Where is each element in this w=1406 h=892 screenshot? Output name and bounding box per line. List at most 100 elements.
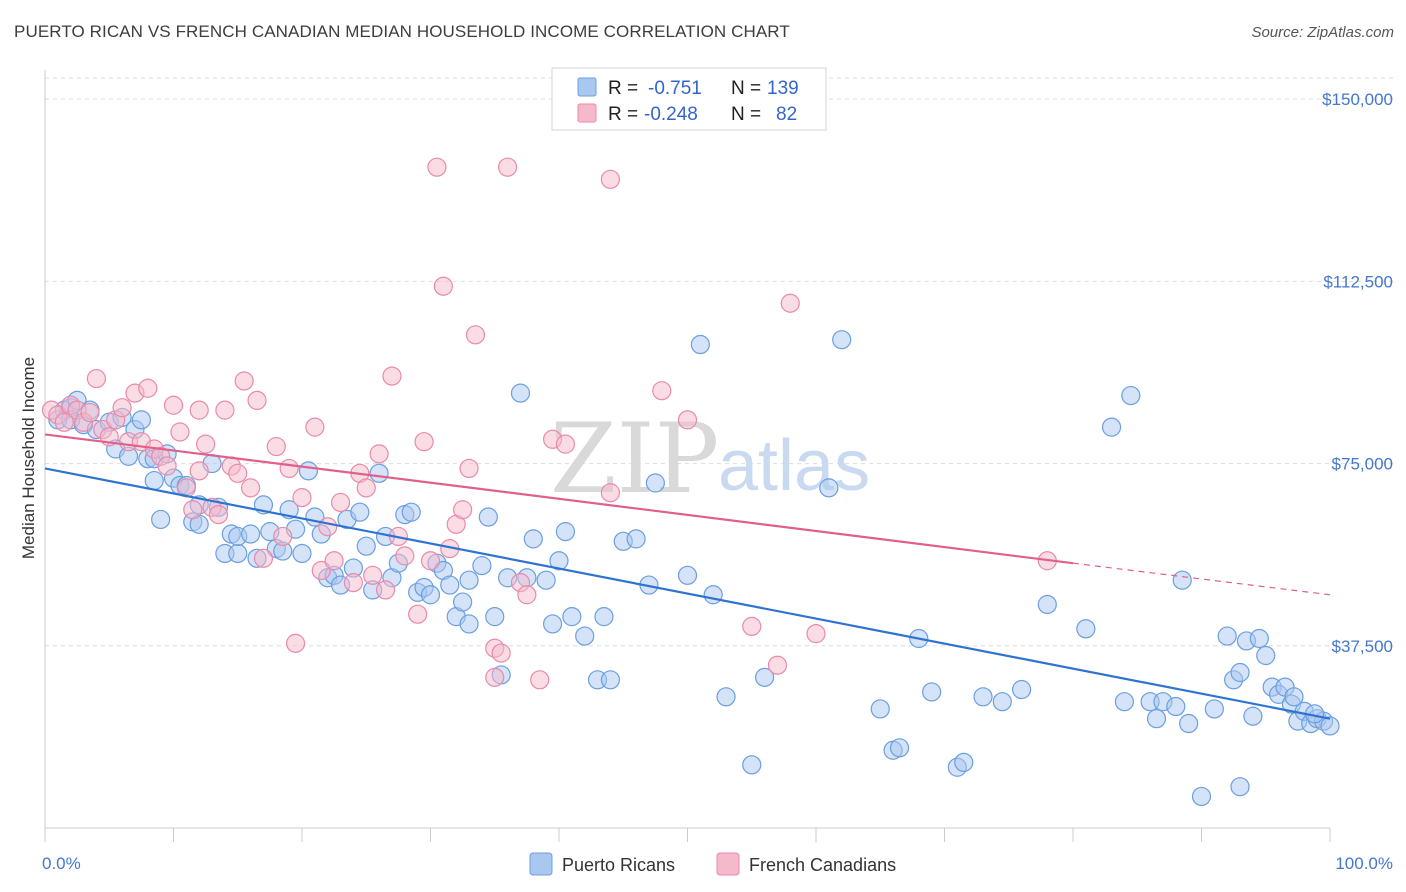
french-canadians-point-63	[465, 325, 486, 345]
puerto-ricans-point-16	[144, 470, 164, 491]
series-puerto-ricans-points	[48, 330, 1340, 807]
puerto-ricans-point-112	[1146, 709, 1167, 729]
french-canadians-point-36	[273, 526, 293, 547]
legend-r-label-2: R =	[608, 104, 638, 125]
puerto-ricans-point-85	[626, 529, 646, 549]
french-canadians-point-25	[196, 434, 216, 454]
puerto-ricans-point-13	[131, 410, 151, 430]
legend-label-french-canadians: French Canadians	[749, 855, 896, 875]
legend-n-value-1: 139	[767, 78, 799, 99]
puerto-ricans-point-121	[1230, 662, 1250, 683]
puerto-ricans-point-123	[1230, 777, 1250, 797]
puerto-ricans-point-56	[401, 502, 421, 522]
puerto-ricans-point-48	[350, 502, 370, 522]
legend-swatch-pink	[577, 103, 597, 123]
y-tick-label-2: $112,500	[1323, 272, 1393, 291]
french-canadians-point-47	[356, 478, 376, 498]
puerto-ricans-point-39	[292, 543, 312, 564]
puerto-ricans-point-119	[1217, 626, 1237, 646]
french-canadians-point-24	[189, 400, 209, 420]
legend-swatch-blue	[577, 77, 597, 97]
y-tick-label-1: $75,000	[1332, 455, 1393, 474]
x-tick-label-1: 100.0%	[1335, 854, 1393, 873]
french-canadians-point-44	[330, 492, 351, 513]
french-canadians-point-34	[253, 548, 274, 568]
french-canadians-point-55	[414, 432, 434, 452]
french-canadians-point-41	[311, 560, 331, 581]
puerto-ricans-point-80	[575, 626, 595, 646]
puerto-ricans-point-51	[369, 463, 389, 483]
puerto-ricans-point-104	[992, 692, 1012, 712]
french-canadians-point-49	[369, 444, 389, 464]
french-canadians-point-27	[208, 504, 229, 525]
puerto-ricans-point-29	[228, 543, 248, 564]
french-canadians-point-79	[780, 293, 800, 313]
legend-label-puerto-ricans: Puerto Ricans	[562, 855, 675, 875]
puerto-ricans-point-78	[555, 522, 576, 542]
french-canadians-point-75	[652, 381, 672, 401]
puerto-ricans-point-126	[1256, 645, 1276, 666]
puerto-ricans-point-88	[677, 565, 698, 585]
puerto-ricans-point-100	[922, 682, 942, 702]
puerto-ricans-point-95	[832, 330, 852, 350]
puerto-ricans-point-75	[536, 570, 556, 590]
french-canadians-point-43	[324, 551, 344, 571]
trend-lines	[44, 433, 1331, 720]
legend-r-value-1: -0.751	[648, 78, 702, 99]
legend-box	[551, 67, 827, 131]
puerto-ricans-point-136	[1320, 716, 1340, 736]
puerto-ricans-point-106	[1037, 594, 1057, 615]
french-canadians-point-62	[459, 458, 479, 479]
puerto-ricans-point-103	[973, 687, 993, 707]
puerto-ricans-point-40	[298, 461, 319, 481]
source-label: Source: ZipAtlas.com	[1251, 24, 1394, 41]
french-canadians-point-22	[183, 500, 203, 520]
watermark: ZIP atlas	[550, 403, 870, 515]
french-canadians-point-20	[170, 422, 190, 442]
puerto-ricans-point-68	[478, 507, 498, 527]
french-canadians-point-67	[498, 157, 518, 177]
french-canadians-point-7	[86, 368, 107, 389]
french-canadians-point-76	[677, 410, 698, 430]
french-canadians-point-58	[433, 276, 453, 296]
legend-r-label-1: R =	[608, 78, 638, 99]
french-canadians-point-35	[266, 436, 286, 457]
y-tick-label-0: $37,500	[1332, 637, 1393, 656]
french-canadians-point-51	[382, 366, 402, 386]
french-canadians-point-6	[80, 402, 100, 423]
puerto-ricans-point-93	[754, 667, 775, 687]
puerto-ricans-point-116	[1179, 713, 1199, 734]
french-canadians-point-69	[517, 585, 537, 605]
french-canadians-point-72	[555, 434, 576, 454]
puerto-ricans-point-67	[472, 556, 492, 576]
french-canadians-point-61	[453, 500, 473, 520]
french-canadians-point-38	[285, 633, 306, 653]
french-canadians-point-74	[600, 169, 621, 189]
x-tick-label-0: 0.0%	[42, 854, 81, 873]
french-canadians-point-56	[420, 551, 441, 571]
french-canadians-point-78	[767, 655, 788, 675]
puerto-ricans-point-96	[870, 699, 890, 719]
puerto-ricans-point-107	[1076, 619, 1096, 639]
axes	[44, 70, 1331, 842]
puerto-ricans-point-79	[562, 607, 582, 627]
french-canadians-trend-line	[44, 433, 1074, 565]
puerto-ricans-point-105	[1011, 679, 1032, 700]
legend-n-label-2: N =	[731, 104, 761, 125]
puerto-ricans-point-31	[241, 524, 261, 544]
legend-series: Puerto Ricans French Canadians	[529, 852, 896, 876]
puerto-ricans-point-69	[485, 607, 505, 627]
french-canadians-point-33	[247, 390, 267, 411]
french-canadians-point-77	[742, 616, 762, 636]
french-canadians-point-66	[485, 667, 505, 687]
french-canadians-point-39	[292, 487, 312, 508]
french-canadians-point-70	[530, 670, 550, 690]
puerto-ricans-point-115	[1172, 570, 1192, 590]
french-canadians-point-23	[189, 461, 209, 481]
puerto-ricans-point-114	[1166, 696, 1186, 717]
puerto-ricans-point-91	[716, 687, 736, 707]
legend-swatch-puerto-ricans	[529, 852, 553, 876]
french-canadians-point-18	[157, 456, 177, 476]
legend-n-label-1: N =	[731, 78, 761, 99]
